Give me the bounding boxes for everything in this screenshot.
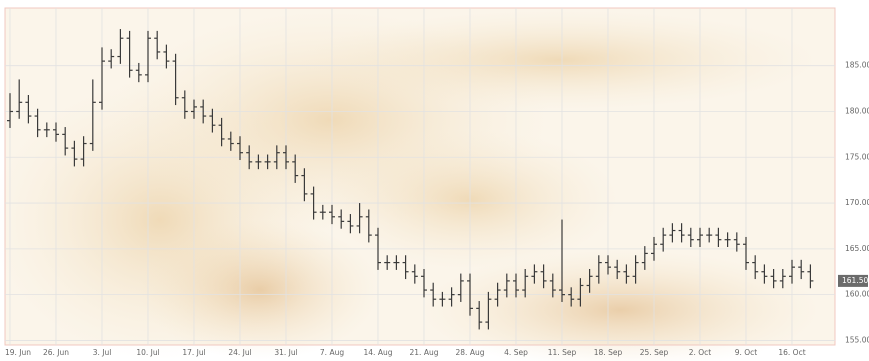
y-tick-label: 155.00	[845, 335, 869, 344]
x-tick-label: 18. Sep	[594, 348, 623, 357]
x-tick-label: 31. Jul	[274, 348, 297, 357]
plot-border	[4, 7, 836, 346]
y-tick-label: 175.00	[845, 152, 869, 161]
x-tick-label: 25. Sep	[640, 348, 669, 357]
y-tick-label: 185.00	[845, 61, 869, 70]
x-tick-label: 14. Aug	[364, 348, 393, 357]
x-tick-label: 28. Aug	[456, 348, 485, 357]
x-tick-label: 3. Jul	[93, 348, 112, 357]
x-tick-label: 21. Aug	[410, 348, 439, 357]
x-tick-label: 19. Jun	[5, 348, 31, 357]
x-tick-label: 16. Oct	[778, 348, 805, 357]
x-tick-label: 2. Oct	[689, 348, 712, 357]
y-tick-label: 165.00	[845, 244, 869, 253]
x-tick-label: 4. Sep	[504, 348, 528, 357]
x-tick-label: 26. Jun	[43, 348, 69, 357]
x-tick-label: 7. Aug	[320, 348, 344, 357]
x-tick-label: 10. Jul	[136, 348, 159, 357]
x-tick-label: 11. Sep	[548, 348, 577, 357]
y-tick-label: 180.00	[845, 106, 869, 115]
y-tick-label: 160.00	[845, 290, 869, 299]
y-tick-label: 170.00	[845, 198, 869, 207]
x-tick-label: 17. Jul	[182, 348, 205, 357]
x-tick-label: 9. Oct	[735, 348, 758, 357]
wheat-background	[0, 8, 835, 361]
last-price-label: 161.50	[842, 276, 868, 285]
x-tick-label: 24. Jul	[228, 348, 251, 357]
last-price-box	[838, 274, 868, 287]
